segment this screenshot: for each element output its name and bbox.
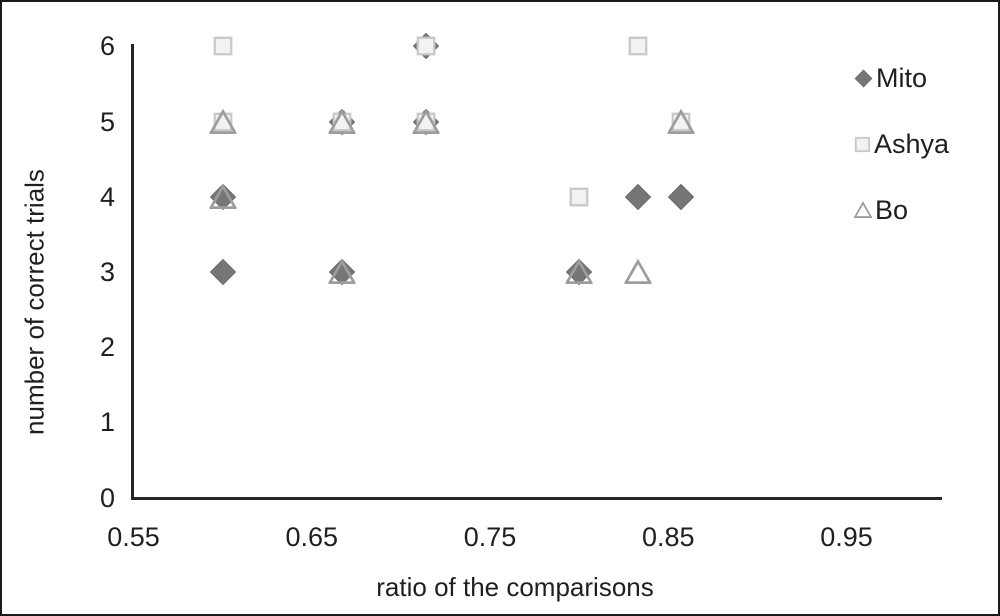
data-point-mito	[667, 183, 695, 211]
legend: Mito Ashya Bo	[853, 61, 949, 227]
y-tick-label: 6	[99, 31, 115, 62]
data-point-ashya	[415, 36, 436, 57]
y-tick-label: 5	[99, 106, 115, 137]
x-axis-line	[131, 497, 942, 500]
y-tick-label: 3	[99, 256, 115, 287]
data-point-mito	[624, 183, 652, 211]
x-tick-label: 0.65	[285, 522, 339, 552]
data-point-bo	[208, 183, 237, 210]
x-axis-title: ratio of the comparisons	[376, 572, 654, 602]
data-point-ashya	[212, 36, 233, 57]
data-point-bo	[208, 108, 237, 135]
data-point-mito	[209, 258, 237, 286]
legend-item-mito: Mito	[854, 61, 949, 95]
data-point-ashya	[627, 36, 648, 57]
data-point-mito	[328, 258, 356, 286]
y-tick-label: 4	[99, 181, 115, 212]
data-point-bo	[564, 258, 594, 285]
square-icon	[854, 136, 871, 153]
data-point-mito	[209, 183, 237, 211]
data-point-mito	[565, 258, 593, 286]
x-tick-label: 0.95	[820, 522, 873, 552]
legend-label: Ashya	[874, 128, 950, 159]
data-point-bo	[327, 108, 357, 135]
data-point-bo	[666, 108, 696, 135]
y-tick-label: 1	[99, 407, 115, 438]
legend-item-bo: Bo	[853, 193, 949, 227]
legend-item-ashya: Ashya	[854, 127, 949, 161]
data-point-ashya	[569, 186, 590, 207]
y-axis-line	[131, 44, 134, 500]
y-tick-label: 2	[99, 332, 115, 363]
y-axis-title: number of correct trials	[19, 169, 50, 435]
legend-label: Bo	[875, 194, 909, 225]
data-point-bo	[411, 108, 441, 135]
y-tick-label: 0	[99, 482, 115, 513]
legend-label: Mito	[876, 62, 928, 93]
x-tick-label: 0.55	[107, 522, 160, 552]
data-point-bo	[623, 258, 653, 285]
data-point-bo	[327, 258, 357, 285]
triangle-icon	[853, 201, 873, 219]
diamond-icon	[854, 69, 873, 88]
x-tick-label: 0.75	[463, 522, 517, 552]
x-tick-label: 0.85	[641, 522, 695, 552]
